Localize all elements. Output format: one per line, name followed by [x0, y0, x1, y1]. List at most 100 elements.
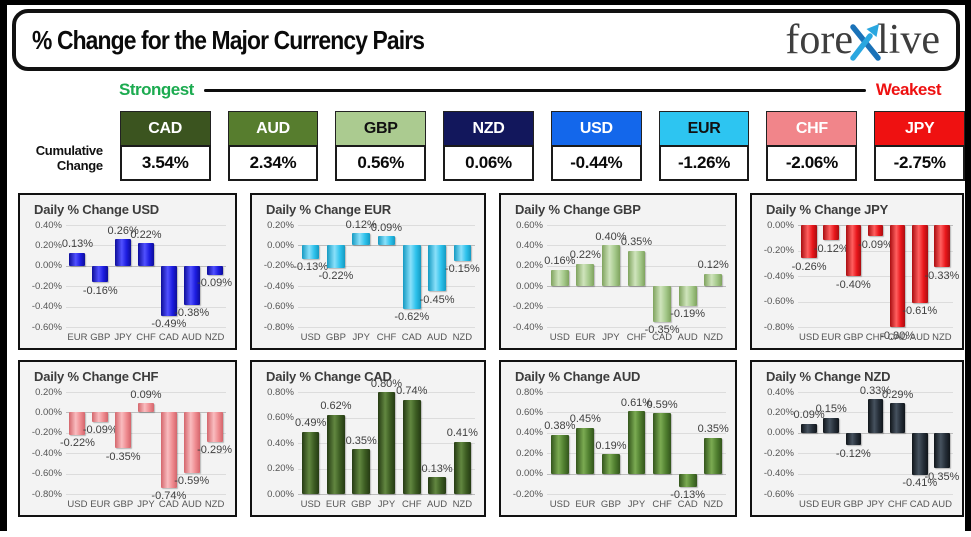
bar-data-label: -0.22% [60, 437, 95, 450]
y-axis-tick-label: -0.20% [263, 260, 294, 272]
bar-eur [823, 417, 839, 433]
x-axis-tick-label: NZD [452, 499, 473, 510]
chart-title: Daily % Change EUR [266, 202, 391, 217]
bar-chf [627, 250, 646, 287]
bar-data-label: -0.61% [902, 305, 938, 318]
bar-data-label: 0.33% [859, 384, 892, 397]
y-axis-tick-label: -0.40% [31, 301, 62, 313]
chart-title: Daily % Change JPY [766, 202, 889, 217]
gridline [798, 250, 953, 252]
bar-data-label: 0.26% [107, 224, 139, 237]
x-axis-tick-label: USD [300, 499, 321, 510]
cumulative-change-value: 3.54% [119, 145, 211, 181]
bar-aud [428, 245, 446, 292]
cumulative-change-value: -2.06% [766, 145, 858, 181]
x-axis-tick-label: USD [67, 499, 88, 510]
y-axis-tick-label: -0.60% [31, 321, 62, 333]
gridline [66, 306, 226, 308]
x-axis-tick-label: JPY [627, 499, 646, 510]
gridline [66, 432, 226, 434]
x-axis-tick-label: JPY [137, 499, 155, 510]
header: % Change for the Major Currency Pairs fo… [12, 9, 960, 71]
bar-eur [576, 263, 595, 287]
forexlive-x-arrow-icon [850, 24, 881, 61]
cumulative-change-value: 0.06% [443, 145, 534, 181]
x-axis-tick-label: CHF [402, 499, 422, 510]
bar-cad [678, 473, 697, 487]
bar-data-label: 0.40% [595, 230, 627, 243]
bar-data-label: 0.74% [396, 385, 428, 398]
bar-jpy [352, 233, 371, 246]
bar-gbp [327, 245, 345, 268]
chart-x-axis-labels: USD EUR GBP JPY CAD AUD NZD [66, 499, 226, 510]
x-axis-tick-label: USD [300, 332, 321, 343]
bar-data-label: 0.61% [620, 396, 653, 409]
y-axis-tick-label: 0.60% [516, 219, 543, 231]
gridline [298, 245, 475, 247]
bar-data-label: 0.09% [793, 409, 825, 422]
chart-plot-area: 0.20% 0.00% -0.20% -0.40% -0.60% -0.80% -0.13%… [264, 219, 480, 333]
y-axis-tick-label: 0.60% [267, 412, 294, 423]
bar-gbp [115, 412, 132, 449]
y-axis-tick-label: -0.40% [512, 321, 543, 333]
x-axis-tick-label: NZD [932, 332, 952, 343]
bar-data-label: -0.40% [835, 278, 871, 291]
bar-cad [402, 245, 421, 309]
gridline [547, 306, 726, 308]
bar-cad [889, 225, 906, 327]
y-axis-tick-label: 0.00% [35, 260, 62, 272]
bar-aud [912, 225, 928, 303]
y-axis-tick-label: -0.80% [31, 488, 62, 500]
gridline [798, 327, 953, 328]
bar-usd [69, 412, 86, 435]
chart-cad: Daily % Change CAD 0.80% 0.60% 0.40% 0.20% 0… [250, 360, 486, 517]
x-axis-tick-label: CAD [652, 332, 673, 343]
bar-data-label: -0.59% [174, 475, 210, 488]
y-axis-tick-label: -0.80% [263, 321, 294, 333]
bar-data-label: -0.49% [151, 318, 187, 331]
bar-data-label: -0.12% [835, 447, 871, 460]
bar-eur [576, 427, 595, 474]
x-axis-tick-label: NZD [204, 499, 225, 510]
chart-plot-area: 0.20% 0.00% -0.20% -0.40% -0.60% -0.80% -0.22%… [32, 387, 232, 503]
bar-data-label: 0.49% [295, 417, 327, 430]
currency-box-jpy: JPY -2.75% [874, 111, 965, 181]
chart-plot-area: 0.60% 0.40% 0.20% 0.00% -0.20% -0.40% 0.16% 0.2… [513, 220, 729, 337]
gridline [66, 494, 226, 495]
chart-plot-area: 0.40% 0.20% 0.00% -0.20% -0.40% -0.60% 0.13% -0… [32, 220, 232, 333]
chart-chf: Daily % Change CHF 0.20% 0.00% -0.20% -0.40… [18, 360, 237, 517]
y-axis-tick-label: 0.40% [767, 386, 794, 398]
bar-data-label: -0.13% [670, 489, 706, 502]
gridline [66, 225, 226, 226]
bar-data-label: 0.35% [697, 423, 729, 436]
bar-usd [301, 431, 320, 494]
bar-data-label: -0.45% [419, 293, 455, 306]
x-axis-tick-label: EUR [821, 499, 842, 510]
bar-jpy [115, 239, 132, 266]
gridline [298, 494, 475, 495]
x-axis-tick-label: GBP [351, 499, 372, 510]
bar-chf [889, 403, 906, 433]
bar-data-label: -0.35% [105, 450, 141, 463]
y-axis-tick-label: 0.40% [35, 219, 62, 231]
bar-usd [301, 245, 320, 259]
chart-plot-area: 0.40% 0.20% 0.00% -0.20% -0.40% -0.60% 0.09% 0.… [764, 385, 959, 500]
cumulative-change-value: -2.75% [874, 145, 965, 181]
bar-data-label: -0.35% [644, 324, 680, 337]
bar-nzd [934, 225, 950, 268]
bar-aud [183, 412, 200, 473]
x-axis-tick-label: AUD [931, 499, 952, 510]
gridline [798, 453, 953, 455]
bar-data-label: -0.13% [293, 261, 329, 274]
y-axis-tick-label: 0.20% [267, 219, 294, 231]
bar-cad [912, 432, 928, 475]
bar-nzd [704, 273, 723, 287]
currency-code: CAD [119, 111, 211, 146]
bar-data-label: -0.29% [197, 444, 232, 457]
y-axis-tick-label: 0.00% [267, 488, 294, 500]
bar-data-label: 0.35% [620, 236, 653, 248]
y-axis-tick-label: -0.20% [763, 447, 794, 459]
gridline [298, 286, 475, 288]
x-axis-tick-label: CHF [626, 332, 647, 343]
bar-usd [801, 225, 817, 259]
